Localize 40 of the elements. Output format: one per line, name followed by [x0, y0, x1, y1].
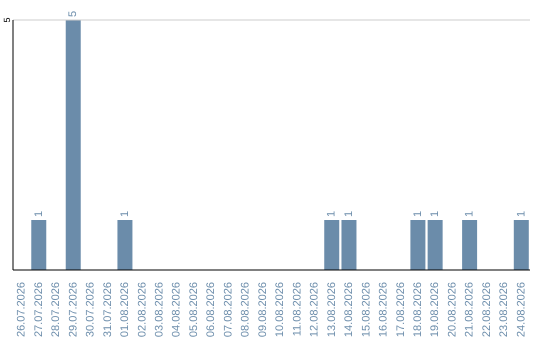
x-tick-label: 02.08.2026 — [136, 282, 148, 338]
data-label: 1 — [412, 210, 424, 217]
x-tick-label: 28.07.2026 — [50, 282, 62, 338]
data-label: 1 — [429, 210, 442, 217]
x-tick-label: 18.08.2026 — [412, 282, 424, 338]
x-tick-label: 15.08.2026 — [360, 282, 372, 338]
x-tick-label: 04.08.2026 — [170, 282, 183, 338]
x-tick-label: 30.07.2026 — [84, 282, 97, 338]
ref-line-label: 5 — [2, 17, 12, 23]
x-tick-label: 03.08.2026 — [153, 282, 166, 338]
data-label: 1 — [342, 210, 355, 217]
x-tick-label: 09.08.2026 — [256, 282, 269, 338]
x-tick-label: 12.08.2026 — [308, 282, 321, 338]
x-tick-label: 07.08.2026 — [222, 282, 234, 338]
data-label: 1 — [464, 210, 476, 217]
x-tick-label: 01.08.2026 — [119, 282, 132, 338]
x-tick-label: 24.08.2026 — [515, 282, 528, 338]
data-label: 1 — [515, 210, 528, 217]
x-tick-label: 05.08.2026 — [188, 282, 200, 338]
x-tick-label: 22.08.2026 — [480, 282, 493, 338]
x-tick-label: 19.08.2026 — [429, 282, 442, 338]
x-tick-label: 31.07.2026 — [102, 282, 114, 338]
x-tick-label: 16.08.2026 — [378, 282, 390, 338]
x-tick-label: 17.08.2026 — [394, 282, 407, 338]
x-tick-label: 06.08.2026 — [205, 282, 218, 338]
x-tick-label: 23.08.2026 — [498, 282, 510, 338]
x-tick-label: 21.08.2026 — [464, 282, 476, 338]
x-tick-label: 26.07.2026 — [16, 282, 28, 338]
x-tick-label: 20.08.2026 — [446, 282, 458, 338]
x-tick-label: 08.08.2026 — [240, 282, 252, 338]
data-label: 1 — [32, 210, 45, 217]
x-tick-label: 13.08.2026 — [326, 282, 338, 338]
x-tick-label: 14.08.2026 — [343, 282, 356, 338]
data-label: 1 — [118, 210, 131, 217]
x-tick-label: 29.07.2026 — [67, 282, 80, 338]
data-label: 5 — [67, 10, 80, 17]
x-tick-label: 10.08.2026 — [274, 282, 286, 338]
x-tick-label: 11.08.2026 — [291, 282, 304, 336]
data-label: 1 — [326, 210, 338, 217]
x-tick-label: 27.07.2026 — [32, 282, 45, 338]
